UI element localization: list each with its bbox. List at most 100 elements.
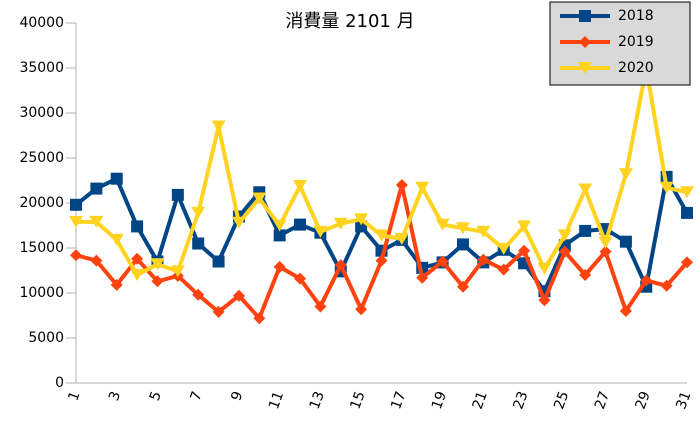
point-marker	[273, 229, 286, 242]
point-marker	[436, 255, 449, 268]
x-tick-label: 5	[147, 389, 165, 403]
y-tick-label: 35000	[19, 60, 64, 76]
point-marker	[333, 217, 348, 230]
point-marker	[681, 206, 693, 219]
x-tick-label: 25	[551, 389, 572, 411]
point-marker	[70, 198, 82, 211]
point-marker	[435, 218, 450, 231]
point-marker	[619, 235, 632, 248]
point-marker	[89, 215, 104, 228]
x-tick-label: 11	[266, 389, 287, 411]
point-marker	[131, 220, 144, 233]
legend-label: 2018	[618, 8, 654, 24]
point-marker	[170, 265, 185, 278]
x-tick-label: 9	[228, 389, 246, 403]
point-marker	[355, 303, 368, 316]
point-marker	[211, 120, 226, 133]
point-marker	[294, 218, 307, 231]
point-marker	[131, 252, 144, 265]
point-marker	[579, 269, 592, 281]
point-marker	[538, 294, 551, 307]
point-marker	[171, 188, 184, 201]
series-line	[76, 66, 688, 277]
point-marker	[518, 244, 531, 257]
point-marker	[681, 256, 693, 269]
y-tick-label: 30000	[19, 105, 64, 121]
point-marker	[415, 181, 430, 194]
x-tick-label: 19	[429, 389, 450, 411]
point-marker	[273, 260, 286, 273]
point-marker	[680, 186, 694, 199]
y-tick-label: 20000	[19, 195, 64, 211]
x-tick-label: 23	[510, 389, 531, 411]
point-marker	[558, 245, 571, 258]
point-marker	[660, 279, 673, 292]
point-marker	[374, 229, 389, 242]
point-marker	[456, 238, 469, 251]
point-marker	[477, 253, 490, 266]
point-marker	[476, 225, 491, 238]
point-marker	[69, 215, 83, 228]
point-marker	[537, 262, 552, 275]
x-tick-label: 15	[348, 389, 369, 411]
point-marker	[70, 249, 82, 262]
point-marker	[354, 213, 369, 226]
point-marker	[598, 236, 613, 249]
x-tick-label: 31	[673, 389, 694, 411]
y-tick-label: 10000	[19, 285, 64, 301]
point-marker	[253, 312, 266, 325]
point-marker	[130, 269, 145, 281]
point-marker	[640, 274, 653, 287]
y-tick-label: 40000	[19, 15, 64, 31]
point-marker	[578, 183, 593, 196]
point-marker	[294, 272, 307, 285]
point-marker	[599, 245, 612, 258]
x-tick-label: 21	[470, 389, 491, 411]
point-marker	[394, 233, 409, 245]
legend-label: 2020	[618, 60, 654, 76]
y-tick-label: 15000	[19, 240, 64, 256]
x-tick-label: 17	[388, 389, 409, 411]
point-marker	[579, 224, 592, 237]
point-marker	[192, 237, 205, 250]
point-marker	[314, 300, 327, 313]
point-marker	[192, 288, 205, 301]
point-marker	[252, 192, 267, 205]
legend-label: 2019	[618, 34, 654, 50]
point-marker	[150, 258, 165, 271]
point-marker	[619, 305, 632, 317]
point-marker	[395, 179, 408, 191]
x-tick-label: 3	[106, 389, 124, 403]
point-marker	[293, 179, 308, 192]
point-marker	[232, 289, 245, 302]
point-marker	[497, 263, 510, 276]
point-marker	[110, 172, 123, 185]
x-tick-label: 7	[188, 389, 206, 403]
point-marker	[455, 222, 470, 235]
legend-marker	[579, 10, 591, 22]
legend-marker	[578, 62, 592, 74]
point-marker	[90, 182, 103, 195]
point-marker	[90, 254, 103, 267]
point-marker	[618, 168, 633, 181]
x-tick-label: 29	[633, 389, 654, 411]
point-marker	[659, 181, 674, 194]
point-marker	[109, 233, 124, 246]
point-marker	[375, 254, 388, 267]
y-tick-label: 25000	[19, 150, 64, 166]
legend-marker	[579, 36, 591, 48]
point-marker	[313, 225, 328, 238]
point-marker	[231, 216, 246, 229]
point-marker	[151, 275, 164, 288]
point-marker	[557, 229, 572, 242]
point-marker	[496, 242, 511, 255]
y-tick-label: 0	[55, 375, 64, 391]
y-tick-label: 5000	[28, 330, 64, 346]
point-marker	[334, 259, 347, 272]
point-marker	[110, 278, 123, 291]
point-marker	[191, 206, 206, 219]
x-tick-label: 1	[65, 389, 83, 403]
point-marker	[456, 280, 469, 293]
chart-title: 消費量 2101 月	[285, 11, 414, 32]
